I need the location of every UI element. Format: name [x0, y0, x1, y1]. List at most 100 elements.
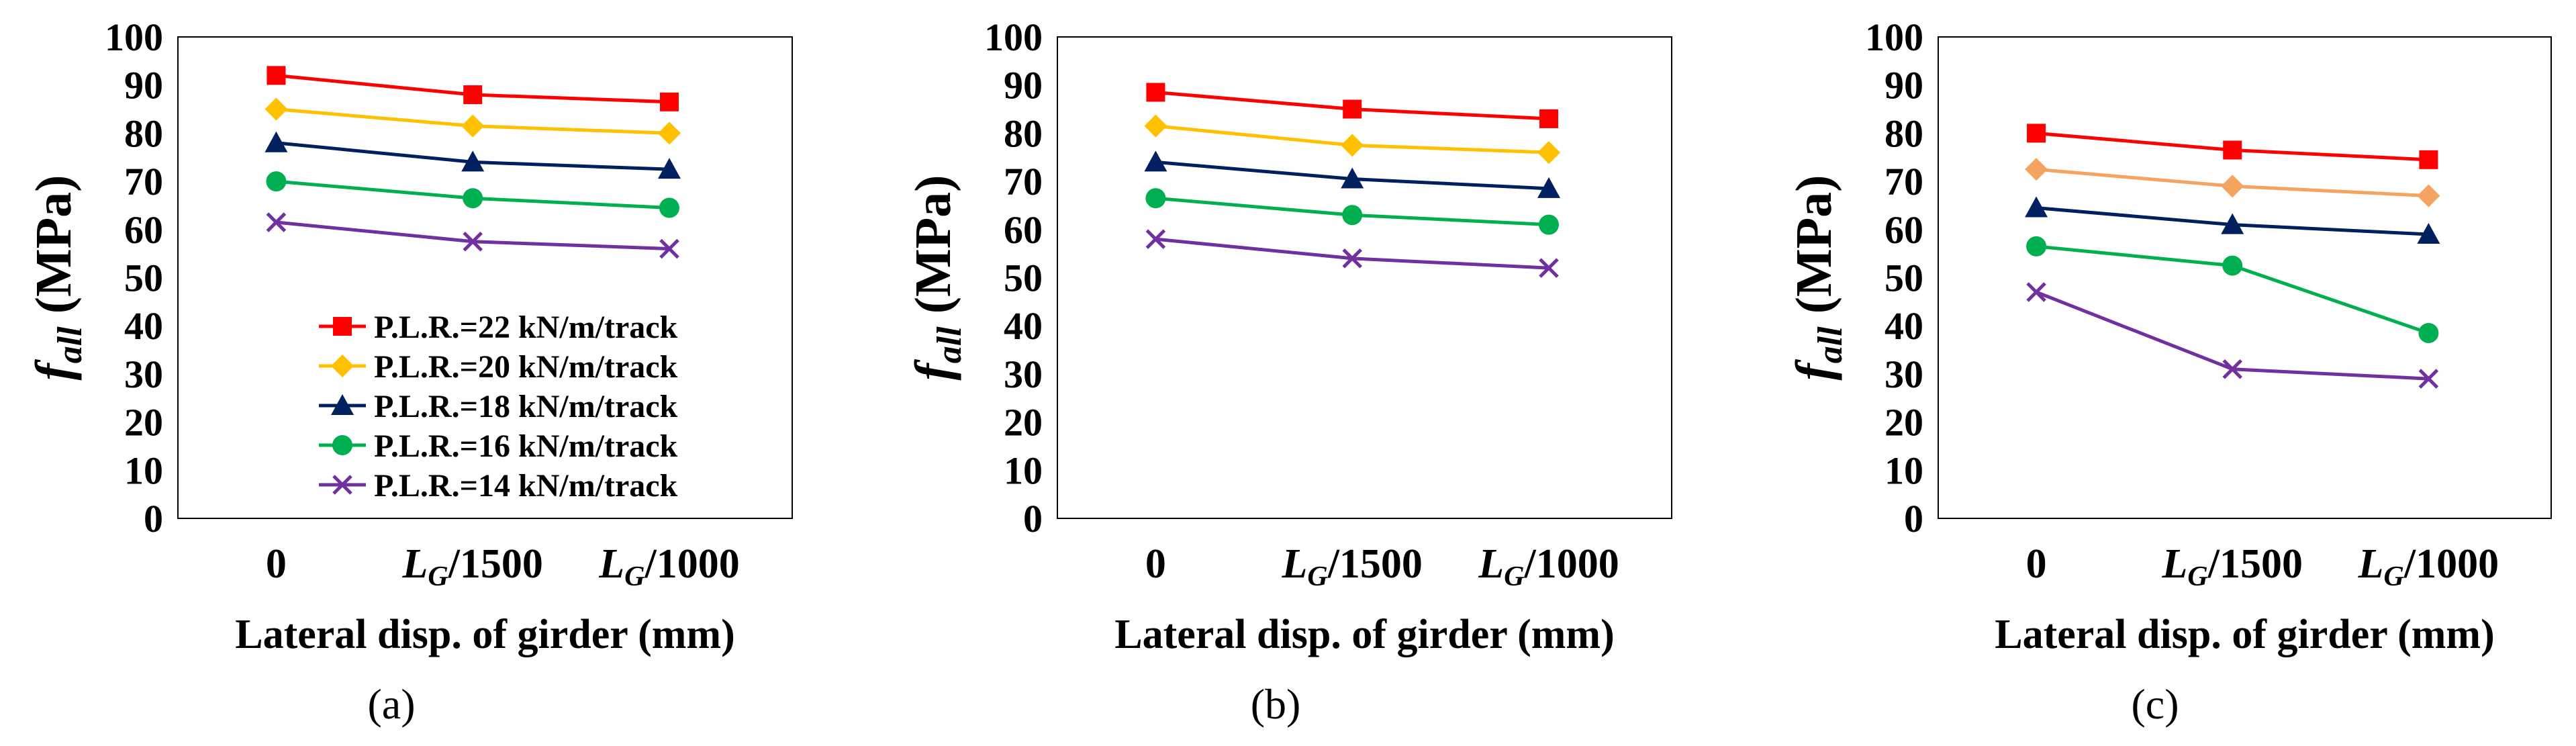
legend-label: P.L.R.=20 kN/m/track	[374, 349, 678, 385]
series-4	[266, 171, 679, 218]
y-tick-label: 10	[1004, 449, 1043, 492]
data-point	[1342, 205, 1363, 226]
data-point	[2417, 184, 2440, 207]
y-tick-label: 40	[124, 304, 163, 348]
y-tick-label: 80	[124, 111, 163, 155]
data-point	[1343, 99, 1362, 119]
y-tick-label: 20	[1004, 401, 1043, 445]
y-tick-label: 60	[124, 208, 163, 252]
data-point	[2222, 359, 2243, 379]
legend-marker-stroke-b	[332, 475, 352, 495]
data-point	[1144, 114, 1167, 138]
data-point	[463, 231, 483, 252]
legend: P.L.R.=22 kN/m/track P.L.R.=20 kN/m/track…	[319, 310, 678, 504]
data-point	[2221, 213, 2244, 234]
y-tick-label: 90	[1885, 64, 1923, 107]
plot-frame	[1938, 36, 2552, 519]
data-point	[2025, 196, 2048, 218]
data-point	[659, 197, 679, 218]
data-point	[267, 66, 286, 85]
series-4	[1145, 188, 1559, 235]
series-1	[2027, 124, 2438, 169]
series-2	[265, 97, 681, 145]
series-4	[2026, 236, 2439, 343]
data-point	[265, 97, 288, 121]
x-tick-label: LG/1500	[1281, 541, 1422, 592]
data-point-stroke-b	[463, 231, 483, 252]
series-3	[2025, 196, 2440, 244]
x-tick-label: LG/1000	[2358, 541, 2499, 592]
x-axis-title: Lateral disp. of girder (mm)	[1995, 612, 2494, 657]
data-point	[1146, 83, 1165, 102]
data-point	[1145, 229, 1166, 249]
series-1	[1146, 83, 1558, 128]
x-axis-title: Lateral disp. of girder (mm)	[1114, 612, 1614, 657]
y-tick-label: 30	[1885, 353, 1923, 396]
legend-item: P.L.R.=14 kN/m/track	[319, 468, 678, 504]
y-tick-label: 30	[124, 353, 163, 396]
y-tick-label: 50	[124, 257, 163, 300]
y-tick-label: 90	[124, 64, 163, 107]
x-tick-label: LG/1000	[598, 541, 739, 592]
legend-label: P.L.R.=14 kN/m/track	[374, 468, 678, 504]
legend-label: P.L.R.=18 kN/m/track	[374, 389, 678, 424]
y-tick-label: 60	[1004, 208, 1043, 252]
data-point	[2417, 222, 2440, 244]
data-point	[1341, 167, 1364, 189]
y-tick-label: 10	[1885, 449, 1923, 492]
data-point	[1537, 177, 1560, 198]
series-2	[2025, 158, 2440, 207]
legend-label: P.L.R.=22 kN/m/track	[374, 310, 678, 345]
y-tick-label: 30	[1004, 353, 1043, 396]
data-point	[1145, 188, 1166, 209]
data-point-stroke-b	[2026, 282, 2046, 302]
y-tick-label: 0	[144, 497, 163, 541]
y-tick-label: 50	[1885, 257, 1923, 300]
y-axis-title: fall (MPa)	[905, 175, 969, 381]
data-point-stroke-b	[2222, 359, 2243, 379]
data-point	[2223, 140, 2242, 160]
y-axis-title: fall (MPa)	[1786, 175, 1850, 381]
data-point	[658, 122, 681, 145]
y-tick-label: 10	[124, 449, 163, 492]
data-point	[266, 212, 287, 232]
data-point-stroke-b	[1539, 258, 1559, 278]
y-tick-label: 100	[1865, 15, 1923, 59]
y-tick-label: 80	[1885, 111, 1923, 155]
data-point-stroke-b	[2418, 369, 2439, 389]
legend-marker	[331, 394, 354, 415]
legend-label: P.L.R.=16 kN/m/track	[374, 428, 678, 464]
y-tick-label: 20	[1885, 401, 1923, 445]
data-point-stroke-b	[1342, 248, 1362, 269]
data-point	[2025, 158, 2048, 181]
data-point-stroke-b	[1145, 229, 1166, 249]
data-point	[2026, 236, 2047, 257]
y-axis-title: fall (MPa)	[26, 175, 89, 381]
series-3	[265, 131, 681, 179]
y-tick-label: 100	[105, 15, 163, 59]
data-point	[461, 114, 485, 138]
y-tick-label: 70	[1885, 160, 1923, 203]
x-tick-label: 0	[1145, 541, 1166, 587]
legend-marker	[333, 317, 352, 336]
data-point	[1539, 258, 1559, 278]
y-tick-label: 60	[1885, 208, 1923, 252]
y-tick-label: 50	[1004, 257, 1043, 300]
plot-frame	[1057, 36, 1672, 519]
series-3	[1144, 150, 1560, 198]
data-point-stroke-b	[659, 238, 679, 259]
legend-item: P.L.R.=20 kN/m/track	[319, 349, 678, 385]
series-2	[1144, 114, 1560, 165]
y-tick-label: 20	[124, 401, 163, 445]
data-point-stroke-b	[266, 212, 287, 232]
y-tick-label: 80	[1004, 111, 1043, 155]
plot-frame	[177, 36, 793, 519]
x-tick-label: 0	[2026, 541, 2047, 587]
series-5	[266, 212, 679, 259]
data-point	[2027, 124, 2046, 143]
y-tick-label: 90	[1004, 64, 1043, 107]
data-point	[2418, 369, 2439, 389]
